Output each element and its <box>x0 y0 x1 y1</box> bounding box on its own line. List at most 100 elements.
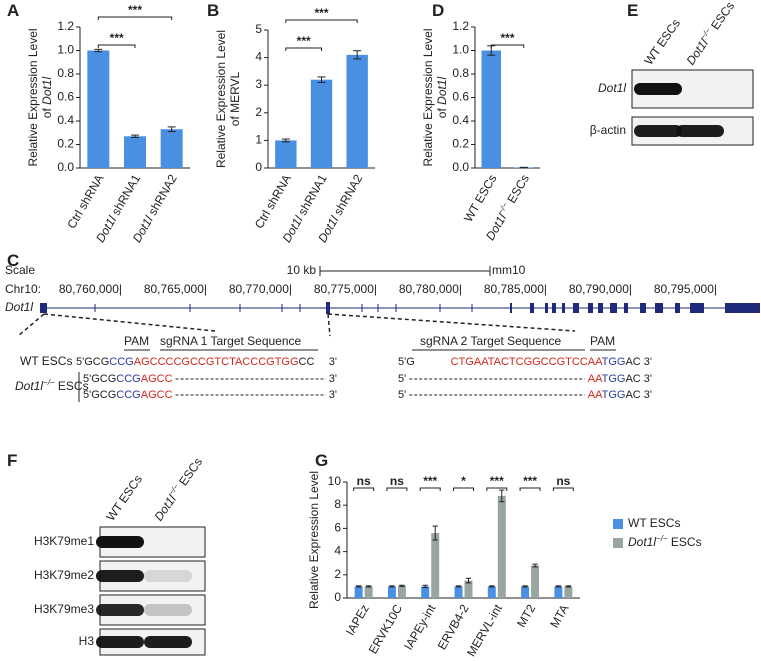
blot-column-label: Dot1l−/− ESCs <box>682 0 737 68</box>
bar <box>346 54 368 169</box>
error-bar <box>355 585 362 588</box>
pam-label: PAM <box>124 334 149 348</box>
significance-bracket <box>97 16 173 20</box>
sequence-segment: 5'GCG <box>76 356 109 368</box>
gene-exon <box>588 303 593 313</box>
sequence-segment: AA <box>588 389 603 401</box>
significance-bracket <box>486 487 508 491</box>
blot-band <box>676 125 724 137</box>
coordinate-label: 80,765,000| <box>144 282 207 296</box>
coordinate-label: 80,790,000| <box>569 282 632 296</box>
coordinate-label: 80,780,000| <box>399 282 462 296</box>
blot-band <box>144 636 192 648</box>
gene-exon <box>675 303 680 313</box>
blot-column-label: WT ESCs <box>642 17 684 68</box>
zoom-line <box>327 313 576 332</box>
y-tick-label: 4 <box>255 50 262 64</box>
y-axis-label: of Dot1l <box>40 76 54 118</box>
error-bar <box>389 585 395 588</box>
blot-column-label: Dot1l−/− ESCs <box>150 454 205 523</box>
significance-bracket <box>519 487 541 491</box>
y-tick-label: 8 <box>334 497 341 511</box>
gene-exon <box>510 303 512 313</box>
error-bar <box>353 50 362 60</box>
coordinate-label: 80,795,000| <box>654 282 717 296</box>
y-tick-label: 0.0 <box>452 160 469 174</box>
significance-bracket <box>353 487 375 491</box>
sequence-segment: CCG <box>116 389 140 401</box>
sequence-segment: CC <box>299 356 315 368</box>
significance-label: ns <box>556 474 570 488</box>
bar <box>354 586 363 598</box>
sequence-head: 5'GCGCCGAGCCCCGCCGTCTACCCGTGGCC <box>76 356 314 368</box>
y-tick-label: 1.0 <box>452 43 469 57</box>
y-tick-label: 1.0 <box>57 43 74 57</box>
significance-label: *** <box>500 31 514 45</box>
sequence-segment: AGCCCCGCCGTCTACCCGTGG <box>134 356 299 368</box>
sequence-segment: AC 3' <box>625 356 652 368</box>
sequence-row-label: WT ESCs <box>20 354 72 368</box>
error-bar <box>399 584 405 587</box>
sequence-segment: TGG <box>602 389 626 401</box>
error-bar <box>167 126 176 133</box>
blot-row-label: Dot1l <box>598 81 626 95</box>
sequence-segment: 3' <box>329 373 337 385</box>
y-tick-label: 0.0 <box>57 160 74 174</box>
x-tick-label: ERVK10C <box>366 602 406 656</box>
coordinate-label: 80,785,000| <box>484 282 547 296</box>
y-axis-label: Relative Expression Level <box>26 28 40 166</box>
scale-bar <box>319 266 491 276</box>
gene-exon <box>530 303 534 313</box>
blot-column-label: WT ESCs <box>104 473 146 524</box>
scale-label: Scale <box>5 263 35 277</box>
y-tick-label: 1.2 <box>57 19 74 33</box>
bar <box>421 586 430 598</box>
gene-exon <box>624 303 628 313</box>
coordinate-label: 80,770,000| <box>229 282 292 296</box>
bar <box>487 586 496 598</box>
sequence-tail: 3' <box>329 373 337 385</box>
y-axis-label: Relative Expression Level <box>307 471 321 609</box>
error-bar <box>499 489 505 503</box>
target-label: sgRNA 1 Target Sequence <box>160 334 302 348</box>
panel-label: B <box>207 1 219 20</box>
x-tick-label: IAPEz <box>343 602 372 638</box>
error-bar <box>317 76 326 83</box>
y-axis-label: of Dot1l <box>435 76 449 118</box>
error-bar <box>432 525 438 541</box>
y-tick-label: 0.6 <box>452 90 469 104</box>
gene-exon <box>552 303 556 313</box>
bar <box>431 533 440 598</box>
blot-band <box>96 536 144 548</box>
blot-band <box>144 604 192 616</box>
error-bar <box>532 563 538 568</box>
error-bar <box>489 585 495 588</box>
error-bar <box>465 577 472 584</box>
bar <box>124 136 146 168</box>
x-tick-label: ERVB4-2 <box>435 602 472 652</box>
gene-exon <box>610 303 617 313</box>
significance-label: * <box>461 474 466 488</box>
y-tick-label: 0.8 <box>452 66 469 80</box>
y-tick-label: 0.4 <box>452 113 469 127</box>
bar <box>464 580 473 598</box>
y-axis-label: Relative Expression Level <box>214 30 228 168</box>
y-tick-label: 0.2 <box>57 137 74 151</box>
sequence-head: 5' <box>398 389 406 401</box>
bar <box>87 50 110 168</box>
significance-label: *** <box>128 3 142 17</box>
error-bar <box>455 585 462 588</box>
bar <box>481 50 501 168</box>
blot-band <box>144 570 192 582</box>
assembly-label: mm10 <box>492 263 526 277</box>
gene-exon <box>598 303 603 313</box>
y-tick-label: 6 <box>334 521 341 535</box>
sequence-segment: 5'GCG <box>83 373 116 385</box>
y-tick-label: 2 <box>255 105 262 119</box>
significance-bracket <box>419 487 441 491</box>
sequence-tail: AATGGAC 3' <box>588 389 652 401</box>
significance-bracket <box>285 47 322 51</box>
y-tick-label: 2 <box>334 567 341 581</box>
y-tick-label: 0 <box>255 160 262 174</box>
